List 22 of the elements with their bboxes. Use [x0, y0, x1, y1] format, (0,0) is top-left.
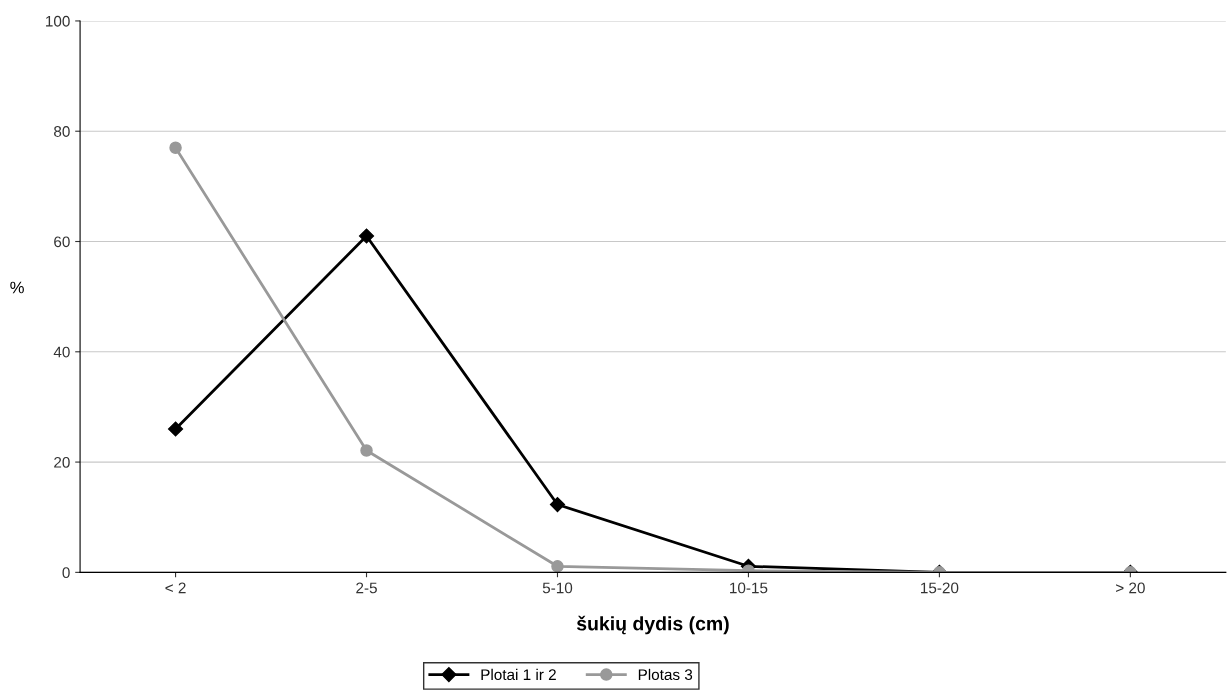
point	[358, 228, 375, 244]
point	[169, 141, 182, 155]
y-tick-label: 40	[53, 346, 70, 358]
legend-label: Plotai 1 ir 2	[481, 668, 556, 681]
x-tick-label: < 2	[165, 582, 186, 594]
x-tick-label: 2-5	[356, 582, 377, 594]
point	[549, 496, 566, 513]
y-tick-label: 0	[62, 567, 70, 579]
x-tick-label: 10-15	[730, 582, 768, 594]
legend-label: Plotas 3	[638, 668, 693, 681]
point	[360, 444, 373, 457]
y-tick-label: 20	[54, 456, 70, 468]
x-tick-label: 5-10	[542, 582, 573, 594]
point	[551, 560, 564, 573]
x-axis-title: šukių dydis (cm)	[576, 615, 729, 635]
point	[167, 421, 184, 437]
x-tick-label: 15-20	[921, 582, 959, 594]
x-tick-label: > 20	[1116, 582, 1145, 594]
y-axis-title: %	[10, 281, 24, 294]
y-tick-label: 60	[54, 236, 70, 248]
y-tick-label: 100	[46, 15, 70, 27]
y-tick-label: 80	[54, 126, 70, 137]
